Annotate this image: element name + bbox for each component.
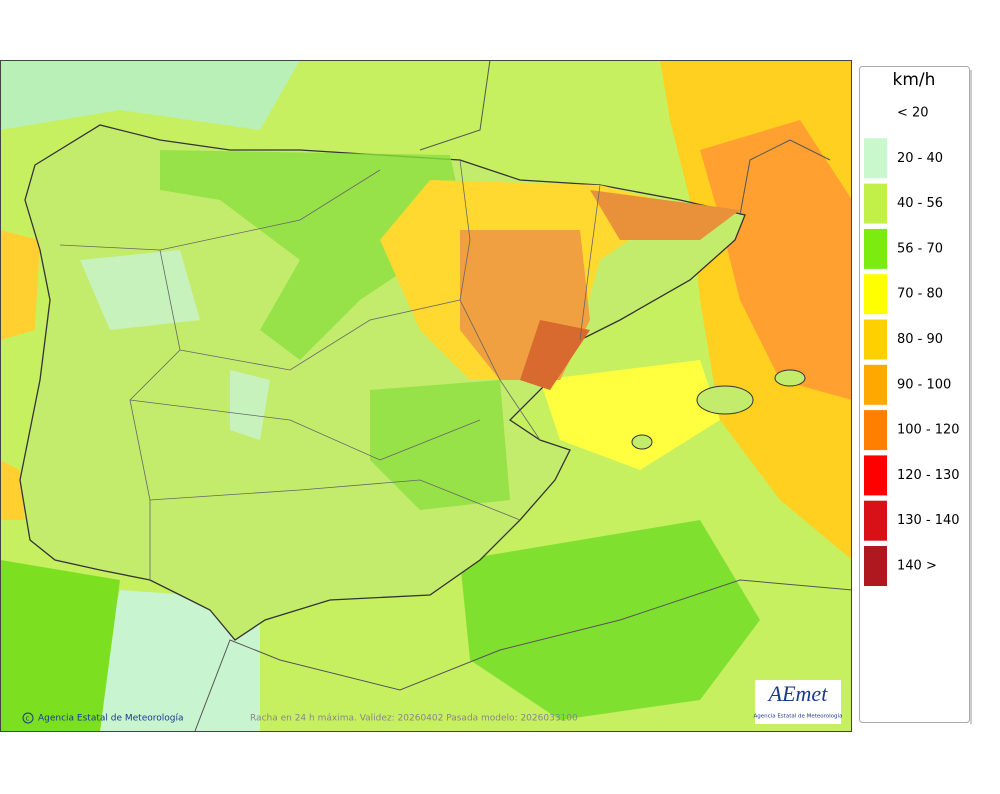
border	[59, 244, 181, 580]
copyright-c: c	[26, 715, 30, 723]
map-frame	[0, 60, 852, 732]
legend-label: 130 - 140	[897, 513, 960, 528]
island	[696, 385, 754, 415]
legend-swatch	[864, 546, 887, 586]
legend-swatch	[864, 274, 887, 315]
border	[159, 169, 381, 251]
legend-swatch	[864, 138, 887, 179]
legend-title: km/h	[893, 70, 936, 90]
legend-label: 140 >	[897, 559, 937, 574]
wind-zone	[1, 230, 40, 340]
coastline	[419, 60, 491, 151]
copyright-icon	[22, 712, 34, 724]
legend-swatch	[864, 364, 887, 405]
legend-label: 70 - 80	[897, 287, 943, 302]
border	[459, 159, 541, 441]
logo-name: AEmet	[767, 681, 829, 706]
legend-label: 56 - 70	[897, 241, 943, 256]
coastline	[194, 579, 851, 731]
wind-zone	[230, 370, 270, 440]
wind-zone	[370, 380, 510, 510]
wind-zone	[460, 520, 760, 720]
legend-swatch	[864, 228, 887, 269]
wind-zone	[160, 150, 460, 360]
legend-label: 80 - 90	[897, 332, 943, 347]
border	[129, 399, 481, 461]
logo-box	[755, 680, 841, 724]
wind-zone	[1, 60, 300, 130]
legend-label: 20 - 40	[897, 151, 943, 166]
caption: Racha en 24 h máxima. Validez: 20260402 …	[250, 714, 578, 724]
legend-swatch	[864, 455, 887, 496]
legend-label: 120 - 130	[897, 468, 960, 483]
legend-swatch	[864, 410, 887, 451]
coastline	[739, 139, 831, 216]
border	[179, 299, 461, 371]
island	[631, 434, 653, 450]
wind-zone	[1, 460, 25, 520]
legend-label: 100 - 120	[897, 423, 960, 438]
credit: Agencia Estatal de Meteorología	[38, 714, 184, 724]
region-borders	[59, 159, 601, 580]
wind-zone	[540, 360, 720, 470]
legend-swatch	[864, 183, 887, 224]
legend-label: < 20	[897, 106, 929, 121]
logo-subtitle: Agencia Estatal de Meteorología	[754, 713, 843, 720]
wind-zone	[700, 120, 851, 400]
wind-zone	[80, 590, 260, 731]
legend-label: 40 - 56	[897, 196, 943, 211]
map	[1, 60, 851, 731]
border	[149, 479, 521, 521]
wind-zone	[80, 250, 200, 330]
wind-zone	[520, 320, 590, 390]
island	[774, 369, 806, 387]
wind-zone	[1, 560, 120, 731]
legend-swatch	[864, 319, 887, 360]
border	[579, 184, 601, 341]
legend-swatch	[864, 500, 887, 541]
wind-zone	[590, 190, 740, 240]
legend-label: 90 - 100	[897, 377, 951, 392]
